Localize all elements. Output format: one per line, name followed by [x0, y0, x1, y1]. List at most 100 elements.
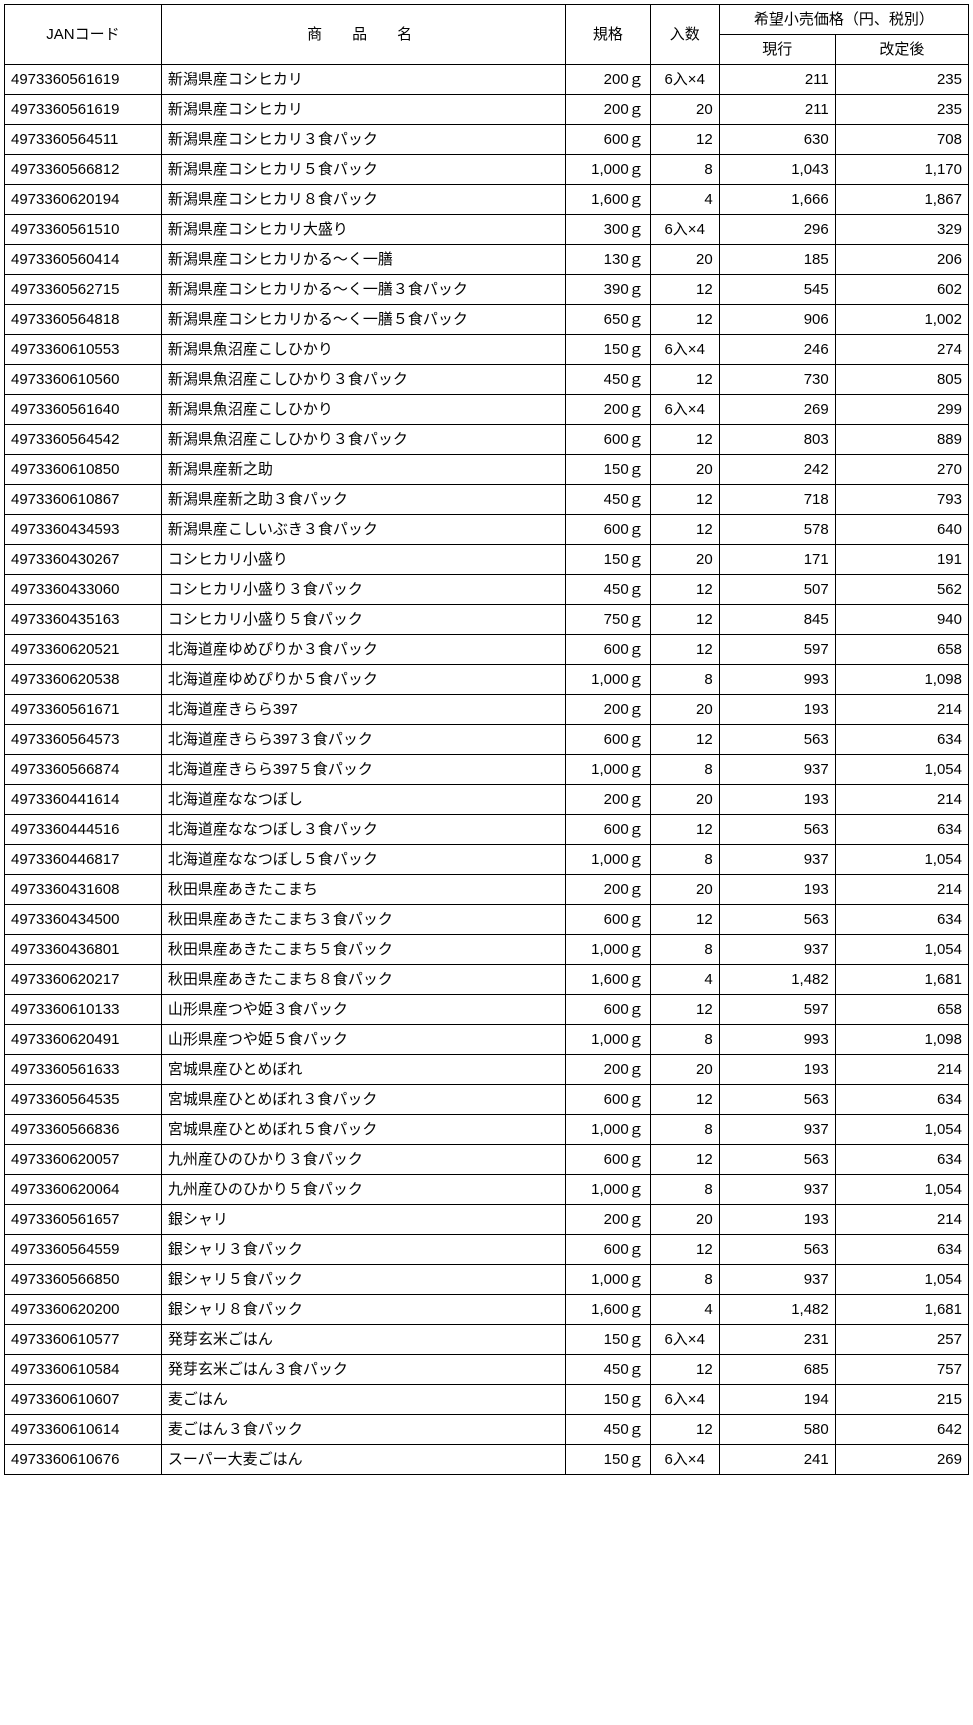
header-qty: 入数 [650, 5, 719, 65]
cell-name: コシヒカリ小盛り５食パック [161, 605, 565, 635]
cell-name: 秋田県産あきたこまち５食パック [161, 935, 565, 965]
cell-qty: 12 [650, 575, 719, 605]
table-row: 4973360564573北海道産きらら397３食パック600ｇ12563634 [5, 725, 969, 755]
cell-qty: 20 [650, 695, 719, 725]
cell-name: 新潟県産コシヒカリ８食パック [161, 185, 565, 215]
cell-price-revised: 214 [835, 785, 968, 815]
cell-name: 北海道産ななつぼし [161, 785, 565, 815]
cell-name: 新潟県産コシヒカリ [161, 95, 565, 125]
table-row: 4973360560414新潟県産コシヒカリかる～く一膳130ｇ20185206 [5, 245, 969, 275]
cell-price-revised: 1,867 [835, 185, 968, 215]
table-row: 4973360610676スーパー大麦ごはん150ｇ6入×4241269 [5, 1445, 969, 1475]
table-row: 4973360433060コシヒカリ小盛り３食パック450ｇ12507562 [5, 575, 969, 605]
cell-qty: 8 [650, 665, 719, 695]
cell-jan: 4973360566874 [5, 755, 162, 785]
cell-price-revised: 634 [835, 1085, 968, 1115]
cell-spec: 1,000ｇ [566, 155, 651, 185]
cell-jan: 4973360564818 [5, 305, 162, 335]
cell-price-current: 937 [719, 1115, 835, 1145]
cell-price-current: 545 [719, 275, 835, 305]
cell-jan: 4973360430267 [5, 545, 162, 575]
cell-price-current: 193 [719, 1205, 835, 1235]
cell-price-current: 718 [719, 485, 835, 515]
cell-jan: 4973360610560 [5, 365, 162, 395]
cell-qty: 12 [650, 305, 719, 335]
cell-spec: 600ｇ [566, 515, 651, 545]
cell-price-current: 242 [719, 455, 835, 485]
cell-jan: 4973360620521 [5, 635, 162, 665]
cell-price-revised: 1,054 [835, 845, 968, 875]
cell-price-current: 578 [719, 515, 835, 545]
cell-jan: 4973360566850 [5, 1265, 162, 1295]
cell-price-revised: 602 [835, 275, 968, 305]
cell-spec: 600ｇ [566, 125, 651, 155]
cell-spec: 1,600ｇ [566, 1295, 651, 1325]
cell-spec: 1,000ｇ [566, 755, 651, 785]
cell-price-current: 597 [719, 635, 835, 665]
cell-spec: 150ｇ [566, 1325, 651, 1355]
table-row: 4973360620538北海道産ゆめぴりか５食パック1,000ｇ89931,0… [5, 665, 969, 695]
cell-jan: 4973360561671 [5, 695, 162, 725]
cell-spec: 150ｇ [566, 1445, 651, 1475]
cell-qty: 8 [650, 1025, 719, 1055]
cell-price-current: 730 [719, 365, 835, 395]
cell-qty: 20 [650, 785, 719, 815]
cell-price-revised: 1,054 [835, 1115, 968, 1145]
cell-name: 九州産ひのひかり５食パック [161, 1175, 565, 1205]
cell-name: 新潟県魚沼産こしひかり [161, 335, 565, 365]
cell-jan: 4973360441614 [5, 785, 162, 815]
cell-spec: 450ｇ [566, 1415, 651, 1445]
cell-spec: 390ｇ [566, 275, 651, 305]
cell-name: 新潟県産コシヒカリかる～く一膳５食パック [161, 305, 565, 335]
cell-price-revised: 1,681 [835, 965, 968, 995]
cell-spec: 200ｇ [566, 875, 651, 905]
cell-jan: 4973360564559 [5, 1235, 162, 1265]
cell-spec: 1,600ｇ [566, 965, 651, 995]
cell-jan: 4973360564542 [5, 425, 162, 455]
cell-jan: 4973360566836 [5, 1115, 162, 1145]
cell-price-revised: 214 [835, 695, 968, 725]
cell-qty: 8 [650, 1115, 719, 1145]
header-price-group: 希望小売価格（円、税別） [719, 5, 968, 35]
table-row: 4973360610553新潟県魚沼産こしひかり150ｇ6入×4246274 [5, 335, 969, 365]
table-row: 4973360564559銀シャリ３食パック600ｇ12563634 [5, 1235, 969, 1265]
cell-name: 新潟県魚沼産こしひかり３食パック [161, 425, 565, 455]
cell-price-revised: 1,098 [835, 665, 968, 695]
cell-qty: 12 [650, 1085, 719, 1115]
cell-name: 麦ごはん [161, 1385, 565, 1415]
cell-jan: 4973360610676 [5, 1445, 162, 1475]
cell-price-current: 906 [719, 305, 835, 335]
cell-qty: 12 [650, 1355, 719, 1385]
cell-name: 北海道産ななつぼし３食パック [161, 815, 565, 845]
cell-name: 新潟県魚沼産こしひかり３食パック [161, 365, 565, 395]
table-row: 4973360610584発芽玄米ごはん３食パック450ｇ12685757 [5, 1355, 969, 1385]
cell-spec: 300ｇ [566, 215, 651, 245]
cell-qty: 12 [650, 725, 719, 755]
cell-price-revised: 658 [835, 995, 968, 1025]
table-row: 4973360561633宮城県産ひとめぼれ200ｇ20193214 [5, 1055, 969, 1085]
cell-spec: 1,000ｇ [566, 665, 651, 695]
cell-price-current: 171 [719, 545, 835, 575]
cell-price-revised: 274 [835, 335, 968, 365]
cell-price-revised: 206 [835, 245, 968, 275]
cell-jan: 4973360610553 [5, 335, 162, 365]
cell-price-revised: 215 [835, 1385, 968, 1415]
cell-price-current: 563 [719, 1145, 835, 1175]
cell-price-revised: 562 [835, 575, 968, 605]
cell-spec: 150ｇ [566, 455, 651, 485]
cell-qty: 4 [650, 965, 719, 995]
cell-qty: 12 [650, 275, 719, 305]
cell-spec: 200ｇ [566, 95, 651, 125]
cell-name: 新潟県産新之助 [161, 455, 565, 485]
cell-jan: 4973360620200 [5, 1295, 162, 1325]
cell-price-revised: 214 [835, 1055, 968, 1085]
cell-price-current: 193 [719, 1055, 835, 1085]
cell-price-revised: 191 [835, 545, 968, 575]
cell-spec: 200ｇ [566, 695, 651, 725]
cell-price-revised: 634 [835, 815, 968, 845]
cell-spec: 600ｇ [566, 1085, 651, 1115]
cell-name: 北海道産ななつぼし５食パック [161, 845, 565, 875]
table-row: 4973360441614北海道産ななつぼし200ｇ20193214 [5, 785, 969, 815]
cell-price-current: 580 [719, 1415, 835, 1445]
cell-spec: 600ｇ [566, 425, 651, 455]
